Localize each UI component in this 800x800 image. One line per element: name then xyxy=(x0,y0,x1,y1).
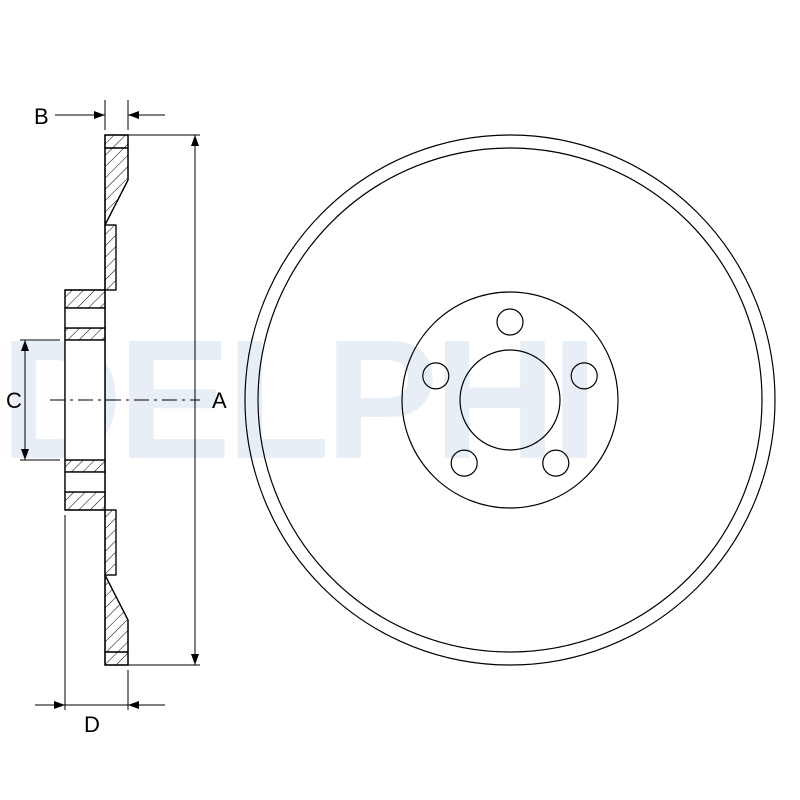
dim-label-a: A xyxy=(212,388,227,414)
front-view xyxy=(245,135,775,665)
dim-label-d: D xyxy=(84,712,100,738)
dim-label-b: B xyxy=(34,104,49,130)
technical-drawing xyxy=(0,0,800,800)
dim-label-c: C xyxy=(6,388,22,414)
